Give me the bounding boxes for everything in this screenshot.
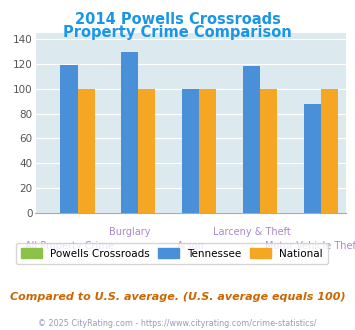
- Text: All Property Crime: All Property Crime: [24, 241, 113, 250]
- Bar: [321, 89, 338, 213]
- Text: 2014 Powells Crossroads: 2014 Powells Crossroads: [75, 12, 280, 26]
- Text: Arson: Arson: [177, 241, 205, 250]
- Text: Property Crime Comparison: Property Crime Comparison: [63, 25, 292, 40]
- Bar: [60, 65, 77, 213]
- Bar: [304, 104, 321, 213]
- Legend: Powells Crossroads, Tennessee, National: Powells Crossroads, Tennessee, National: [16, 243, 328, 264]
- Text: Compared to U.S. average. (U.S. average equals 100): Compared to U.S. average. (U.S. average …: [10, 292, 345, 302]
- Bar: [243, 66, 260, 213]
- Bar: [200, 89, 217, 213]
- Bar: [121, 51, 138, 213]
- Text: Larceny & Theft: Larceny & Theft: [213, 227, 291, 237]
- Text: Burglary: Burglary: [109, 227, 151, 237]
- Text: © 2025 CityRating.com - https://www.cityrating.com/crime-statistics/: © 2025 CityRating.com - https://www.city…: [38, 319, 317, 328]
- Bar: [182, 89, 200, 213]
- Bar: [138, 89, 155, 213]
- Text: Motor Vehicle Theft: Motor Vehicle Theft: [265, 241, 355, 250]
- Bar: [260, 89, 277, 213]
- Bar: [77, 89, 94, 213]
